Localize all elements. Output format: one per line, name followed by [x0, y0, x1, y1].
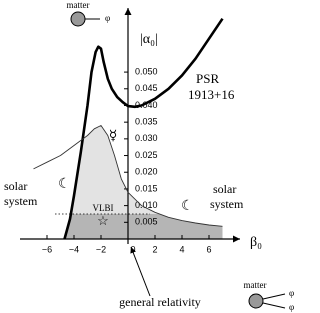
moon-symbol: ☾ — [58, 177, 71, 192]
y-tick-label: 0.015 — [135, 183, 158, 193]
solar-curve — [33, 125, 223, 227]
x-tick-label: 4 — [179, 244, 184, 254]
phi-label: φ — [289, 288, 294, 298]
moon-symbol: ☾ — [181, 199, 194, 214]
solar-label: solar — [213, 182, 236, 196]
mercury-symbol: ☿ — [109, 129, 118, 144]
phi-label: φ — [289, 302, 294, 312]
x-tick-label: −4 — [69, 244, 79, 254]
y-tick-label: 0.020 — [135, 167, 158, 177]
y-tick-label: 0.025 — [135, 150, 158, 160]
x-axis-label: β₀ — [250, 235, 262, 250]
y-tick-label: 0.035 — [135, 117, 158, 127]
psr-label: PSR — [196, 71, 219, 86]
y-tick-label: 0.030 — [135, 133, 158, 143]
field-line — [262, 302, 286, 309]
x-tick-label: 2 — [152, 244, 157, 254]
star-symbol: ☆ — [97, 213, 109, 228]
x-tick-label: 0 — [130, 244, 135, 254]
y-tick-label: 0.005 — [135, 217, 158, 227]
psr-label: 1913+16 — [188, 87, 235, 102]
matter-label: matter — [67, 0, 90, 10]
x-tick-label: 6 — [206, 244, 211, 254]
matter-icon — [248, 293, 264, 309]
gr-label: general relativity — [119, 295, 201, 309]
field-line — [262, 293, 286, 300]
vlbi-label: VLBI — [93, 203, 114, 213]
gr-arrow — [130, 246, 151, 297]
matter-label: matter — [244, 280, 267, 290]
solar-label: system — [4, 194, 38, 208]
y-tick-label: 0.010 — [135, 200, 158, 210]
solar-label: system — [210, 197, 244, 211]
y-tick-label: 0.040 — [135, 100, 158, 110]
y-tick-label: 0.045 — [135, 83, 158, 93]
y-axis-label: |α₀| — [140, 32, 158, 47]
phi-label: φ — [105, 13, 110, 23]
chart: β₀ |α₀| matter φ PSR 1913+16 ☿ solar ☾ s… — [4, 0, 294, 312]
psr-curve — [63, 17, 224, 240]
y-tick-label: 0.050 — [135, 66, 158, 76]
x-tick-label: −2 — [96, 244, 106, 254]
x-tick-label: −6 — [42, 244, 52, 254]
solar-label: solar — [4, 179, 27, 193]
matter-icon — [70, 11, 86, 27]
